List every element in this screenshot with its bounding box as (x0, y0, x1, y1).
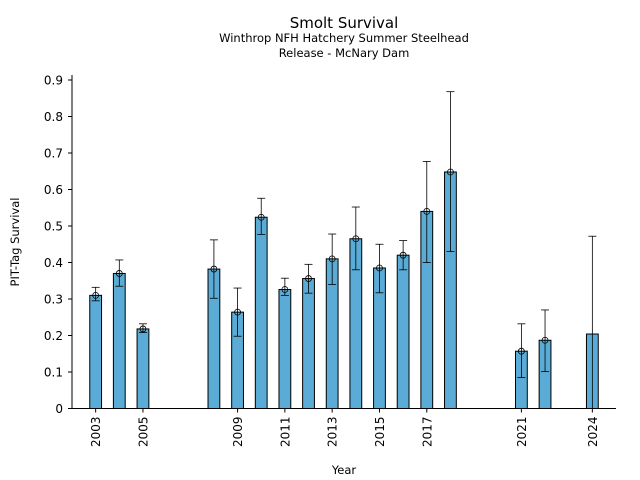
point-marker-2018 (447, 168, 454, 176)
point-marker-2015 (376, 264, 383, 272)
bar-2005 (136, 328, 150, 409)
bar-2004 (112, 272, 126, 410)
x-tick-label: 2021 (515, 417, 529, 448)
y-tick-label: 0.8 (44, 110, 63, 124)
x-ticks: 2003 2005 2009 2011 2013 2015 2017 2021 2024 (89, 408, 600, 448)
x-tick-label: 2024 (586, 417, 600, 448)
bar-2012 (302, 278, 315, 409)
x-tick-label: 2013 (326, 417, 340, 448)
y-tick-label: 0.1 (44, 365, 63, 379)
point-marker-2003 (92, 291, 100, 299)
x-tick-label: 2017 (420, 417, 434, 448)
point-marker-2004 (115, 270, 123, 277)
error-bars-layer (91, 91, 597, 409)
y-ticks: 0 0.1 0.2 0.3 0.4 0.5 0.6 0.7 0.8 0.9 (44, 73, 72, 416)
chart-subtitle-line-1: Winthrop NFH Hatchery Summer Steelhead (219, 31, 469, 45)
y-tick-label: 0.5 (44, 219, 63, 233)
x-tick-label: 2005 (136, 417, 150, 448)
point-marker-2013 (328, 255, 336, 263)
point-marker-2009 (234, 308, 241, 316)
point-marker-2010 (257, 213, 265, 221)
bar-2010 (254, 216, 268, 409)
point-marker-2012 (305, 275, 312, 282)
bar-2003 (89, 294, 103, 410)
y-tick-label: 0.2 (44, 329, 63, 343)
x-tick-label: 2015 (373, 417, 387, 448)
chart-title: Smolt Survival (290, 14, 399, 32)
bar-2011 (278, 289, 292, 410)
point-marker-2005 (139, 325, 147, 333)
point-marker-2008 (210, 265, 218, 273)
y-tick-label: 0.6 (44, 183, 63, 197)
y-tick-label: 0 (55, 402, 63, 416)
point-marker-2014 (352, 235, 360, 243)
y-axis-label: PIT-Tag Survival (8, 198, 22, 287)
point-marker-2022 (541, 336, 549, 344)
bar-2016 (396, 254, 410, 409)
bars-layer (89, 171, 599, 410)
x-tick-label: 2003 (89, 417, 103, 448)
chart-subtitle-line-2: Release - McNary Dam (279, 46, 410, 60)
x-axis-label: Year (331, 463, 357, 477)
x-tick-label: 2011 (278, 417, 292, 448)
y-tick-label: 0.4 (44, 256, 63, 270)
x-tick-label: 2009 (231, 417, 245, 448)
point-marker-2016 (399, 251, 407, 259)
point-marker-2011 (281, 286, 289, 293)
y-tick-label: 0.9 (44, 73, 63, 87)
y-tick-label: 0.7 (44, 146, 63, 160)
y-tick-label: 0.3 (44, 292, 63, 306)
point-marker-2021 (517, 347, 525, 355)
point-marker-2017 (423, 207, 431, 215)
